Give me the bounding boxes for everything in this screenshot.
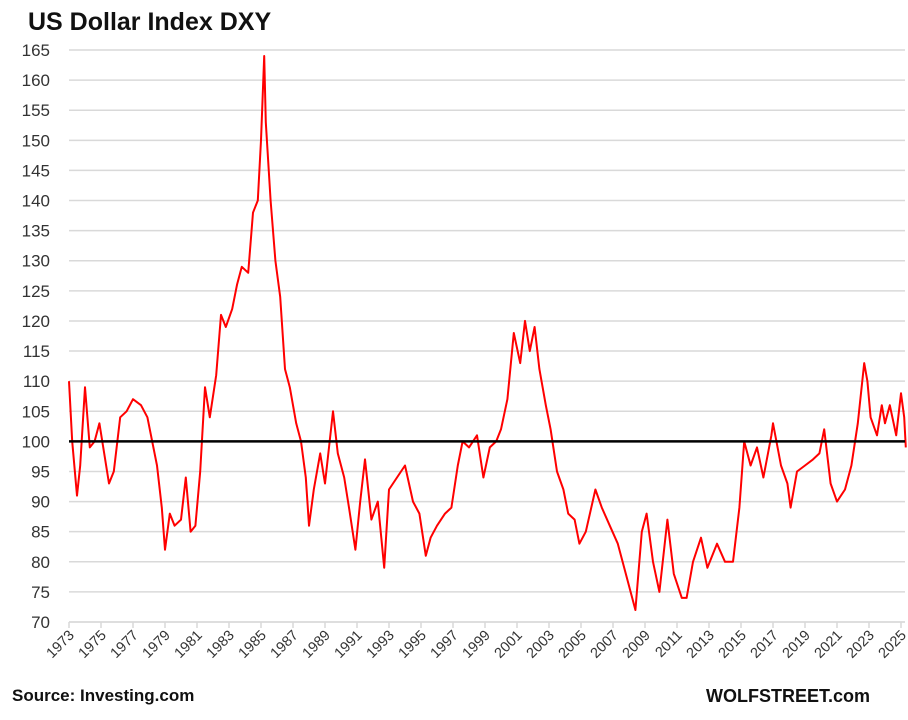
x-tick-label: 1983 [204,628,238,662]
y-tick-label: 110 [23,372,50,391]
x-tick-label: 2009 [620,628,654,662]
y-tick-label: 150 [22,131,50,150]
brand-label: WOLFSTREET.com [705,686,870,706]
x-tick-label: 1999 [460,628,494,662]
source-note: Source: Investing.com [12,686,195,705]
x-tick-label: 2025 [876,628,908,662]
series-line-dxy [68,55,907,611]
x-tick-label: 2013 [684,628,718,662]
y-tick-label: 75 [31,583,50,602]
x-tick-label: 1985 [236,628,270,662]
x-tick-label: 2021 [812,628,846,662]
y-tick-label: 140 [22,192,50,211]
y-tick-label: 145 [22,161,50,180]
y-tick-label: 135 [22,222,50,241]
y-tick-label: 165 [22,41,50,60]
y-tick-label: 80 [31,553,50,572]
y-tick-label: 100 [22,432,50,451]
y-tick-label: 105 [22,402,50,421]
y-tick-label: 120 [22,312,50,331]
x-tick-label: 1981 [172,628,206,662]
x-tick-label: 2023 [844,628,878,662]
y-tick-label: 85 [31,523,50,542]
x-tick-label: 2007 [588,628,622,662]
y-tick-label: 95 [31,462,50,481]
x-tick-label: 1975 [76,628,110,662]
x-tick-label: 2017 [748,628,782,662]
x-tick-label: 1979 [140,628,174,662]
x-tick-label: 2015 [716,628,750,662]
x-tick-label: 1977 [108,628,142,662]
x-tick-label: 2005 [556,628,590,662]
x-tick-label: 1995 [396,628,430,662]
y-tick-label: 115 [23,342,50,361]
y-tick-label: 125 [22,282,50,301]
x-tick-label: 1989 [300,628,334,662]
x-tick-label: 1973 [44,628,78,662]
x-tick-label: 2019 [780,628,814,662]
y-tick-label: 90 [31,493,50,512]
x-tick-label: 1993 [364,628,398,662]
x-tick-label: 1997 [428,628,462,662]
y-tick-label: 160 [22,71,50,90]
chart-title: US Dollar Index DXY [28,8,272,36]
y-tick-label: 155 [22,101,50,120]
y-tick-label: 70 [31,613,50,632]
x-tick-label: 2011 [652,628,685,661]
x-tick-label: 1991 [332,628,366,662]
y-tick-label: 130 [22,252,50,271]
x-tick-label: 2001 [492,628,526,662]
x-tick-label: 1987 [268,628,302,662]
x-tick-label: 2003 [524,628,558,662]
